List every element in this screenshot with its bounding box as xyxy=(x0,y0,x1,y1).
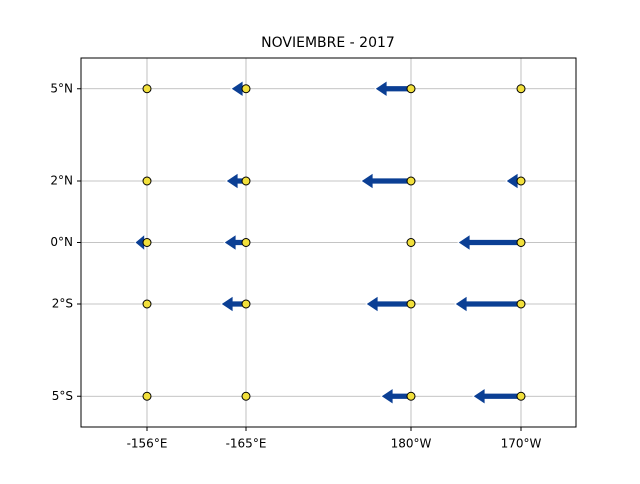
station-point xyxy=(241,176,251,186)
station-point xyxy=(241,299,251,309)
station-point xyxy=(142,391,152,401)
station-point xyxy=(142,238,152,247)
station-point xyxy=(406,238,416,247)
y-tick-label: 5°N xyxy=(50,81,73,95)
plot-frame xyxy=(80,57,577,428)
x-tick-label: -165°E xyxy=(226,437,267,451)
station-point xyxy=(241,391,251,401)
arrow xyxy=(457,233,522,252)
station-point xyxy=(142,176,152,186)
x-tick-label: 170°W xyxy=(501,437,542,451)
arrow xyxy=(360,172,412,190)
station-point xyxy=(142,299,152,309)
station-point xyxy=(406,299,416,309)
station-point xyxy=(406,84,416,94)
x-tick-label: 180°W xyxy=(391,437,432,451)
station-point xyxy=(516,176,526,186)
arrow xyxy=(472,387,522,405)
station-point xyxy=(516,84,526,94)
chart-title: NOVIEMBRE - 2017 xyxy=(261,35,395,51)
y-tick-label: 2°N xyxy=(50,174,73,188)
y-tick-label: 5°S xyxy=(52,389,73,403)
y-tick-label: 2°S xyxy=(52,297,73,311)
station-point xyxy=(142,84,152,94)
arrow xyxy=(374,80,412,98)
x-tick-label: -156°E xyxy=(127,437,168,451)
arrow xyxy=(454,295,522,313)
station-point xyxy=(241,238,251,247)
arrow xyxy=(365,295,412,313)
station-point xyxy=(406,391,416,401)
station-point xyxy=(516,391,526,401)
station-point xyxy=(516,299,526,309)
station-point xyxy=(516,238,526,247)
y-tick-label: 0°N xyxy=(50,235,73,249)
station-point xyxy=(406,176,416,186)
station-point xyxy=(241,84,251,94)
